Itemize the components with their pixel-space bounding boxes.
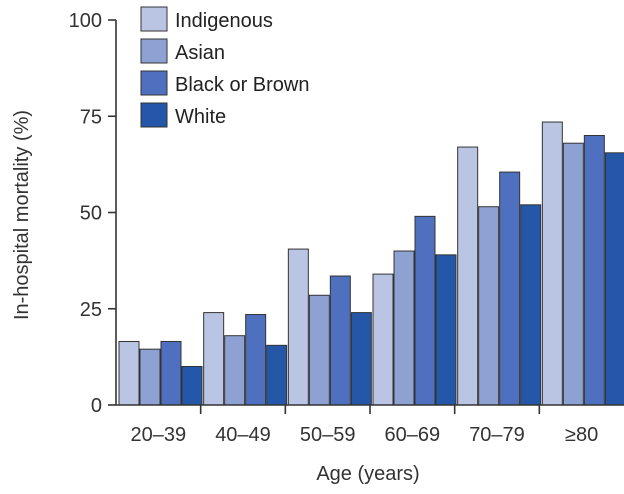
- x-tick-label: ≥80: [565, 424, 598, 446]
- bar-asian-2: [308, 294, 330, 406]
- x-tick-label: 40–49: [215, 424, 271, 446]
- bar-black-or-brown-1: [245, 314, 267, 406]
- bar-white-1: [266, 344, 288, 406]
- bar-indigenous-3: [372, 273, 394, 406]
- y-tick-label: 75: [80, 106, 102, 128]
- bar-white-3: [435, 254, 457, 406]
- legend-label: Indigenous: [175, 10, 273, 32]
- bar-black-or-brown-5: [583, 135, 605, 406]
- legend-swatch: [140, 70, 168, 96]
- bar-indigenous-5: [541, 121, 563, 406]
- legend: Indigenous Asian Black or Brown White: [140, 6, 310, 128]
- x-tick-label: 50–59: [300, 424, 356, 446]
- legend-swatch: [140, 102, 168, 128]
- bar-asian-0: [139, 348, 161, 406]
- y-tick-label: 100: [69, 10, 102, 32]
- bars-group: [118, 121, 624, 406]
- bar-black-or-brown-0: [160, 340, 182, 406]
- bar-white-5: [604, 152, 624, 406]
- bar-white-4: [520, 204, 542, 406]
- legend-swatch: [140, 38, 168, 64]
- x-axis-title: Age (years): [316, 463, 419, 485]
- bar-black-or-brown-3: [414, 215, 436, 406]
- y-axis-title: In-hospital mortality (%): [11, 110, 33, 320]
- legend-label: Asian: [175, 42, 225, 64]
- bar-indigenous-1: [203, 312, 225, 406]
- y-tick-label: 0: [91, 395, 102, 417]
- bar-indigenous-2: [287, 248, 309, 406]
- bar-asian-1: [224, 335, 246, 406]
- y-tick-label: 25: [80, 299, 102, 321]
- bar-asian-3: [393, 250, 415, 406]
- legend-swatch: [140, 6, 168, 32]
- x-ticks-group: 20–39 40–49 50–59 60–69 70–79 ≥80: [131, 405, 598, 446]
- legend-label: White: [175, 106, 226, 128]
- bar-white-2: [350, 312, 372, 406]
- bar-indigenous-0: [118, 340, 140, 406]
- bar-asian-5: [562, 142, 584, 406]
- bar-asian-4: [478, 206, 500, 406]
- y-ticks-group: 0 25 50 75 100: [69, 10, 116, 417]
- bar-white-0: [181, 366, 203, 406]
- x-tick-label: 60–69: [385, 424, 441, 446]
- y-tick-label: 50: [80, 203, 102, 225]
- bar-black-or-brown-2: [329, 275, 351, 406]
- bar-black-or-brown-4: [499, 171, 521, 406]
- legend-label: Black or Brown: [175, 74, 310, 96]
- bar-indigenous-4: [457, 146, 479, 406]
- x-tick-label: 20–39: [131, 424, 187, 446]
- x-tick-label: 70–79: [469, 424, 525, 446]
